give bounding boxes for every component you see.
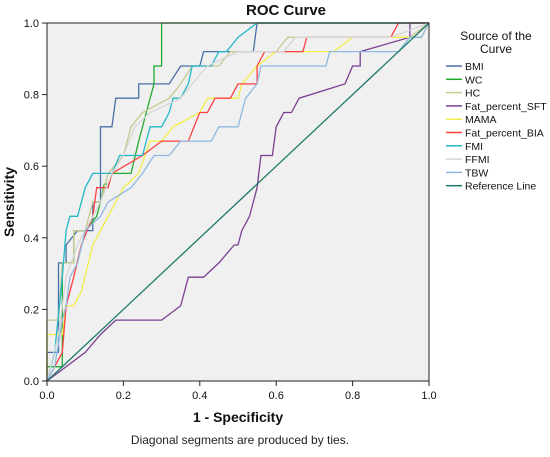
x-tick-label: 0.4 — [192, 390, 207, 402]
x-tick-label: 0.8 — [345, 390, 360, 402]
footnote: Diagonal segments are produced by ties. — [130, 433, 350, 447]
y-tick-label: 0.0 — [24, 376, 39, 388]
legend-label: FFMI — [465, 154, 490, 166]
y-tick-label: 0.4 — [24, 233, 39, 245]
x-tick-label: 1.0 — [421, 390, 436, 402]
y-tick-label: 1.0 — [24, 18, 39, 30]
y-tick-label: 0.6 — [24, 161, 39, 173]
series-line-tbw — [46, 22, 430, 382]
series-line-fmi — [46, 22, 429, 382]
legend-label: FMI — [465, 141, 483, 153]
legend-label: Reference Line — [465, 181, 536, 193]
x-tick-label: 0.0 — [39, 390, 54, 402]
legend-title-line-1: Source of the — [460, 29, 532, 43]
x-tick-label: 0.2 — [116, 390, 131, 402]
legend-label: HC — [465, 88, 481, 100]
x-axis-label: 1 - Specificity — [193, 409, 283, 425]
legend-title-line-2: Curve — [480, 42, 512, 56]
legend-label: MAMA — [465, 114, 497, 126]
plot-frame — [46, 22, 430, 382]
y-axis-label: Sensitivity — [1, 167, 17, 237]
series-line-fat-percent-sft — [46, 22, 429, 382]
series-line-reference-line — [46, 22, 430, 382]
x-tick-label: 0.6 — [269, 390, 284, 402]
y-tick-label: 0.2 — [24, 304, 39, 316]
legend-label: Fat_percent_SFT — [465, 101, 547, 113]
chart-title: ROC Curve — [246, 2, 326, 19]
legend-label: BMI — [465, 61, 484, 73]
y-tick-label: 0.8 — [24, 90, 39, 102]
legend-label: WC — [465, 74, 483, 86]
series-line-ffmi — [46, 22, 430, 382]
legend-label: Fat_percent_BIA — [465, 128, 544, 140]
legend-label: TBW — [465, 167, 488, 179]
